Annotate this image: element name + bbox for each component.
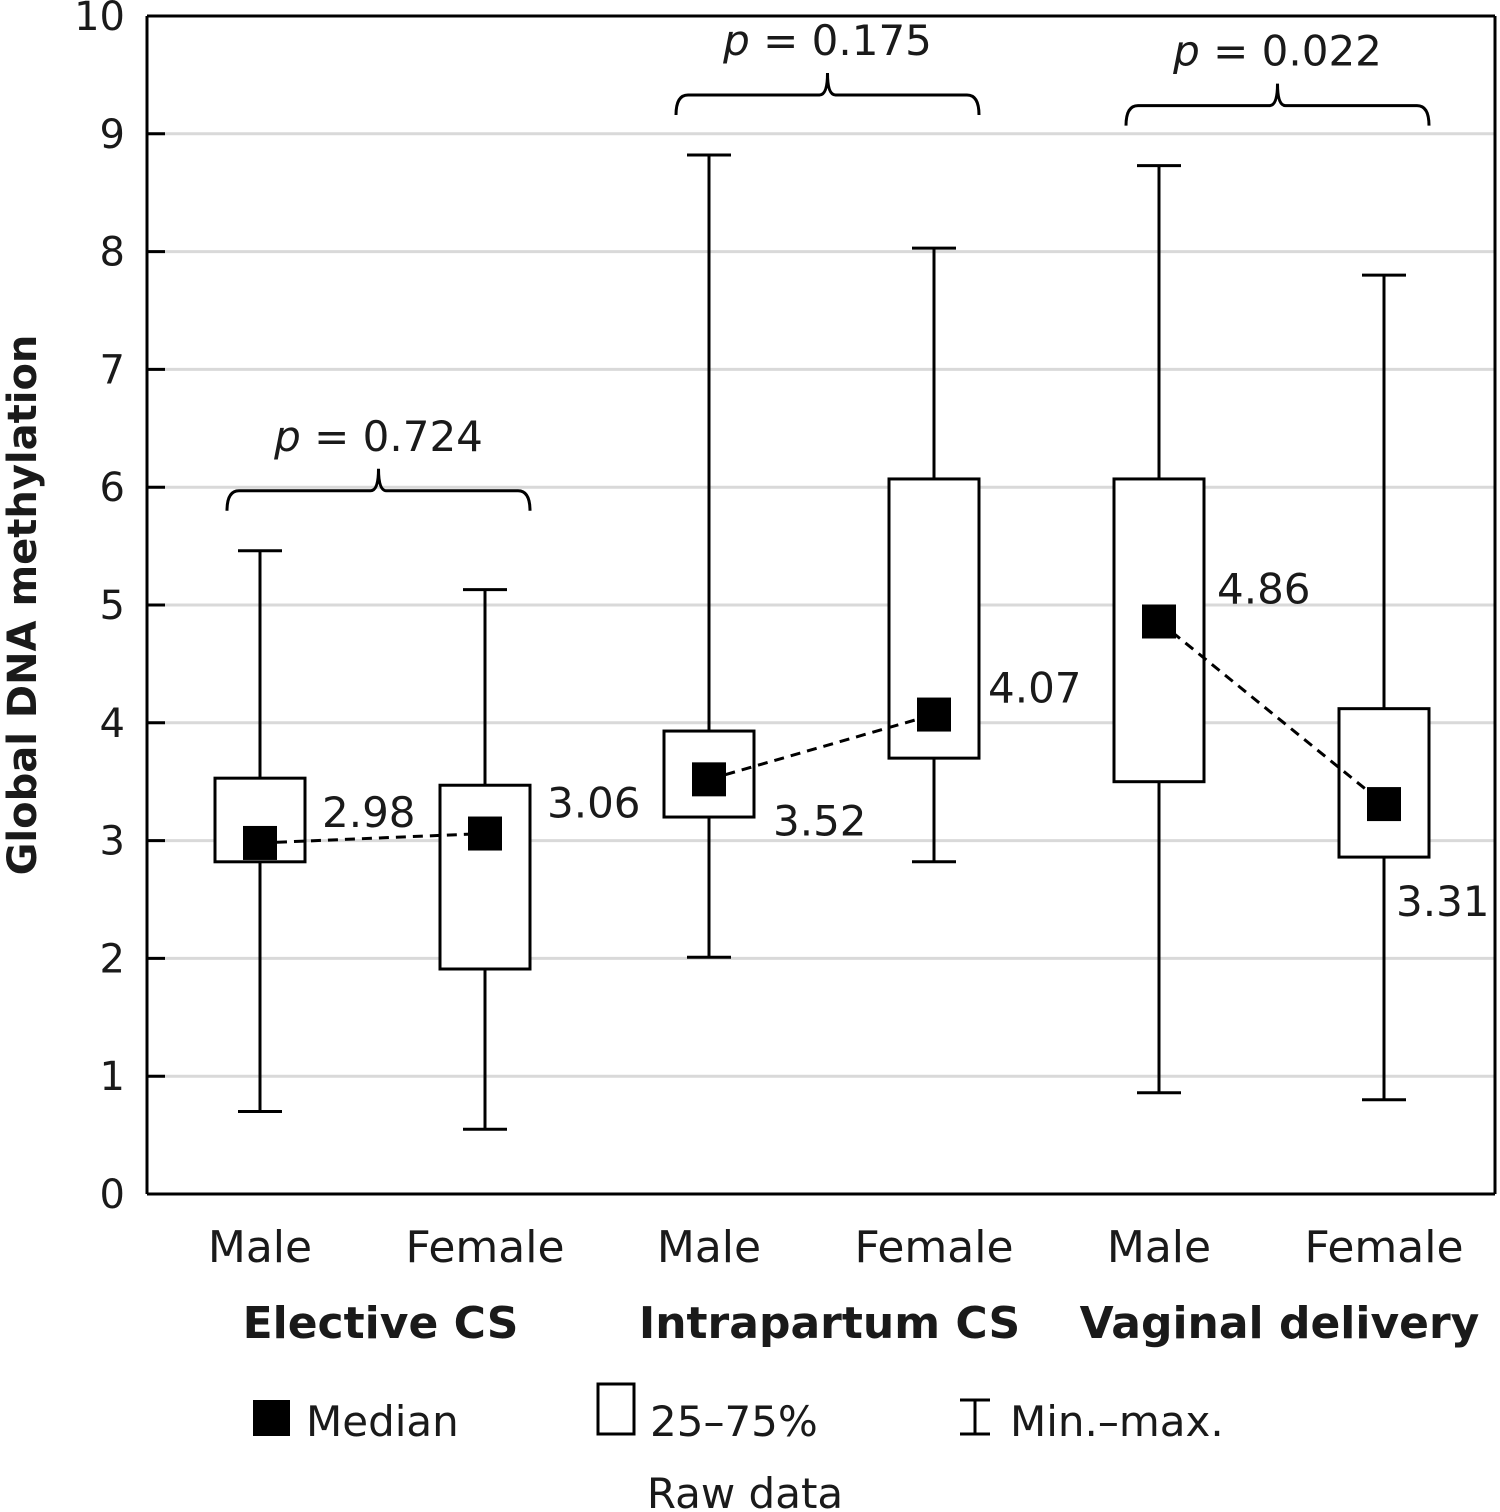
significance-bracket	[1124, 83, 1431, 126]
p-value: = 0.175	[750, 16, 932, 65]
legend-median-label: Median	[306, 1397, 459, 1446]
y-tick-label: 5	[100, 583, 125, 629]
x-group-label: Intrapartum CS	[639, 1298, 1020, 1349]
p-value: = 0.724	[301, 412, 483, 461]
iqr-box	[1337, 707, 1431, 859]
y-tick-label: 10	[74, 0, 125, 40]
y-tick-label: 9	[100, 112, 125, 158]
p-symbol: p	[722, 16, 750, 65]
significance-bracket	[674, 73, 981, 116]
median-marker	[692, 762, 726, 797]
x-group-label: Vaginal delivery	[1080, 1298, 1480, 1349]
x-category-label: Male	[1107, 1222, 1211, 1273]
p-value-label: p = 0.724	[273, 412, 483, 461]
median-marker	[468, 816, 502, 851]
x-category-label: Male	[208, 1222, 312, 1273]
median-value-label: 2.98	[322, 788, 416, 837]
median-value-label: 4.07	[988, 664, 1082, 713]
p-value: = 0.022	[1200, 27, 1382, 76]
x-category-label: Female	[854, 1222, 1013, 1273]
median-marker	[1142, 604, 1176, 639]
p-value-label: p = 0.022	[1172, 27, 1382, 76]
median-value-label: 3.06	[547, 779, 641, 828]
legend-box-label: 25–75%	[650, 1397, 818, 1446]
legend-whisker-label: Min.–max.	[1010, 1397, 1224, 1446]
legend-subtitle: Raw data	[647, 1469, 843, 1512]
median-value-label: 3.31	[1396, 877, 1490, 926]
y-axis-label: Global DNA methylation	[0, 335, 46, 876]
x-group-label: Elective CS	[243, 1298, 519, 1349]
y-tick-label: 7	[100, 347, 125, 393]
y-tick-label: 6	[100, 465, 125, 511]
legend-box-icon	[596, 1382, 636, 1436]
y-tick-label: 4	[100, 701, 125, 747]
median-marker	[917, 697, 951, 732]
y-tick-label: 1	[100, 1054, 125, 1100]
median-value-label: 4.86	[1217, 564, 1311, 613]
p-value-label: p = 0.175	[722, 16, 932, 65]
x-category-label: Male	[657, 1222, 761, 1273]
x-category-label: Female	[1304, 1222, 1463, 1273]
legend: Median 25–75% Min.–max. Raw data	[253, 1382, 1224, 1512]
median-connector	[708, 713, 935, 781]
x-category-label: Female	[405, 1222, 564, 1273]
legend-whisker-icon	[960, 1398, 990, 1436]
p-symbol: p	[1172, 27, 1200, 76]
median-connector	[1158, 620, 1385, 806]
y-tick-label: 8	[100, 230, 125, 276]
median-connector	[259, 832, 486, 845]
y-tick-label: 3	[100, 819, 125, 865]
p-symbol: p	[273, 412, 301, 461]
median-marker	[243, 825, 277, 860]
significance-bracket	[225, 468, 532, 511]
median-marker	[1367, 787, 1401, 822]
y-tick-label: 2	[100, 936, 125, 982]
median-value-label: 3.52	[773, 796, 867, 845]
y-tick-label: 0	[100, 1172, 125, 1218]
iqr-box	[438, 783, 532, 971]
legend-median-icon	[253, 1400, 290, 1436]
